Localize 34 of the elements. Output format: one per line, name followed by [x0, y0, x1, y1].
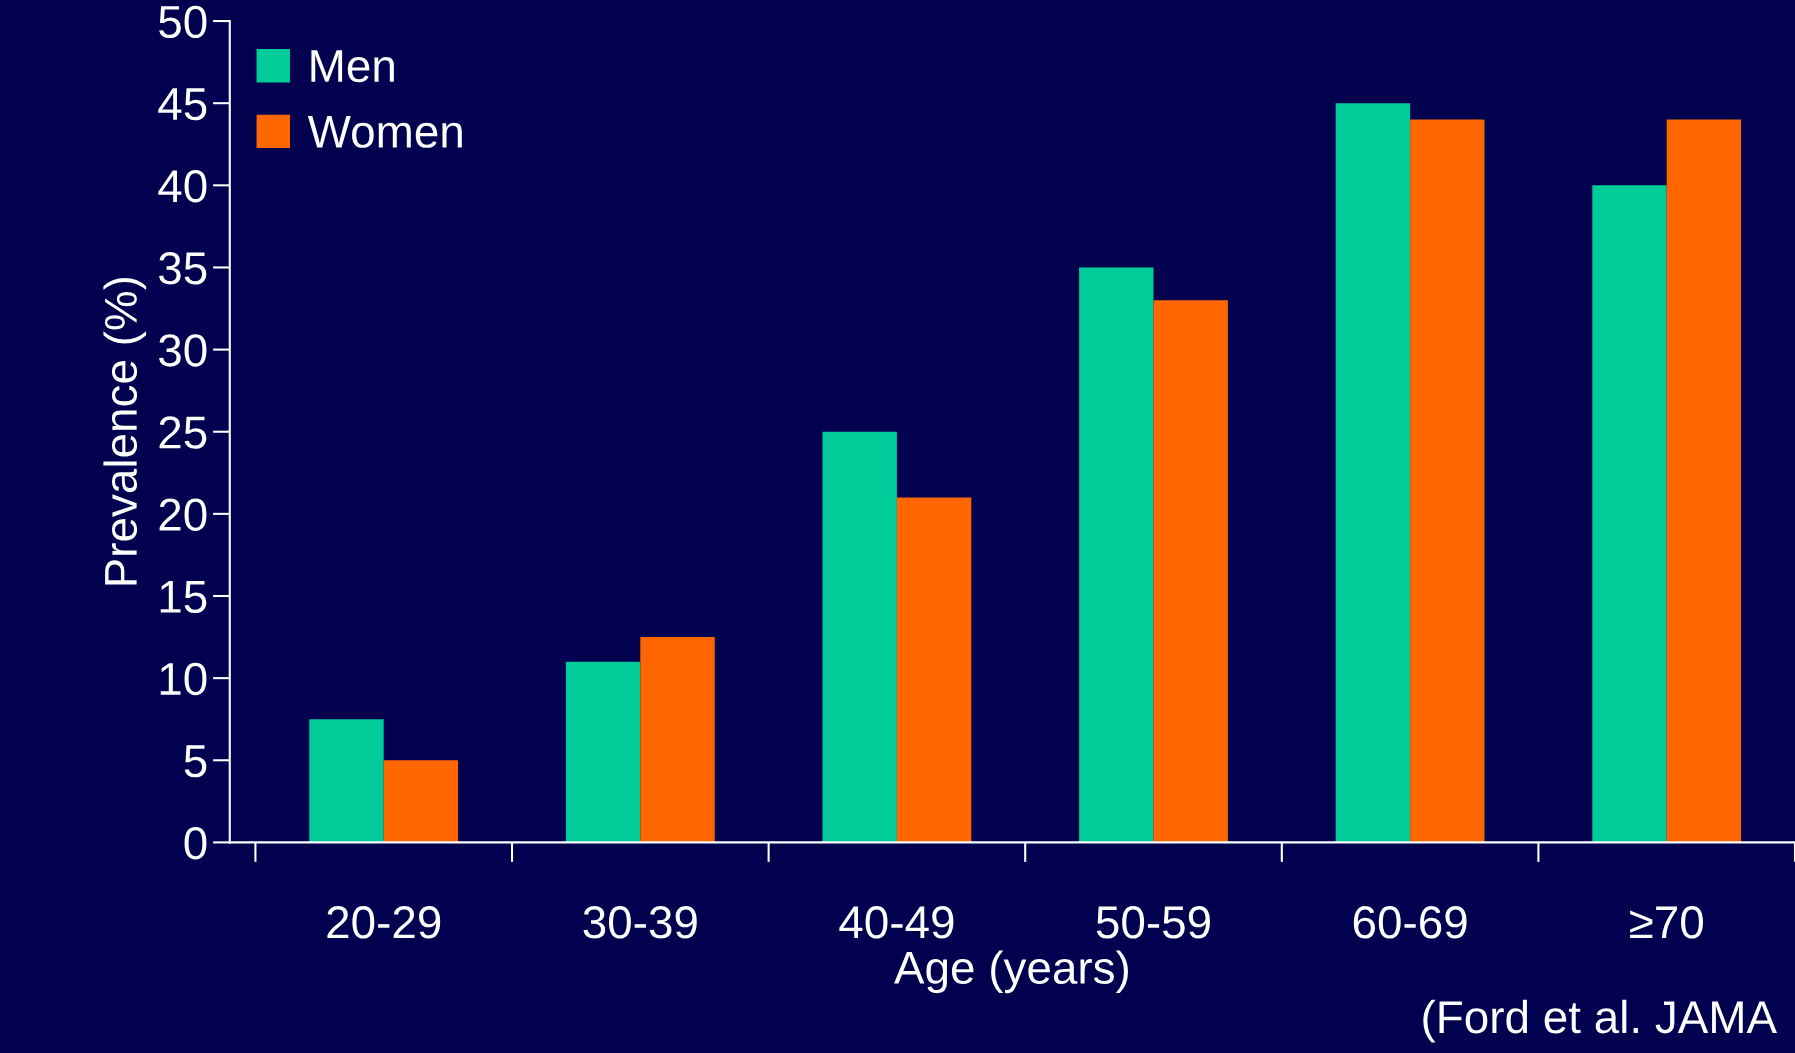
y-tick-label: 0	[184, 827, 207, 860]
bar	[1079, 267, 1154, 843]
y-tick-label: 20	[159, 498, 207, 531]
x-tick-label: 20-29	[327, 906, 441, 939]
y-tick-label: 5	[184, 745, 207, 778]
bar	[1153, 300, 1228, 843]
x-axis-title: Age (years)	[894, 950, 1128, 994]
text: (Ford et al. JAMA	[1423, 999, 1777, 1043]
x-tick-label: 50-59	[1096, 906, 1210, 939]
y-tick-label: 25	[159, 416, 207, 449]
bar	[1592, 185, 1667, 843]
y-tick-label: 30	[159, 334, 207, 367]
y-tick-label: 50	[159, 5, 207, 39]
bar	[565, 661, 641, 843]
bar	[309, 719, 384, 843]
bar	[1335, 103, 1411, 843]
bar	[1410, 119, 1485, 843]
bar	[822, 431, 897, 843]
y-tick-label: 15	[160, 581, 207, 614]
legend-label: Men	[311, 50, 394, 83]
bar	[896, 497, 972, 843]
bar	[383, 760, 459, 843]
x-tick-label: 40-49	[839, 906, 954, 939]
y-tick-label: 35	[159, 252, 207, 285]
bar	[1666, 119, 1742, 843]
y-axis-title: Prevalence (%)	[103, 277, 147, 585]
x-tick-label: ≥70	[1630, 906, 1703, 939]
legend-label: Women	[307, 115, 462, 148]
y-tick-label: 40	[158, 169, 207, 203]
x-tick-label: 30-39	[583, 906, 697, 939]
x-tick-label: 60-69	[1353, 906, 1467, 939]
y-tick-label: 10	[160, 662, 207, 696]
bar	[640, 637, 715, 843]
y-tick-label: 45	[158, 88, 207, 121]
